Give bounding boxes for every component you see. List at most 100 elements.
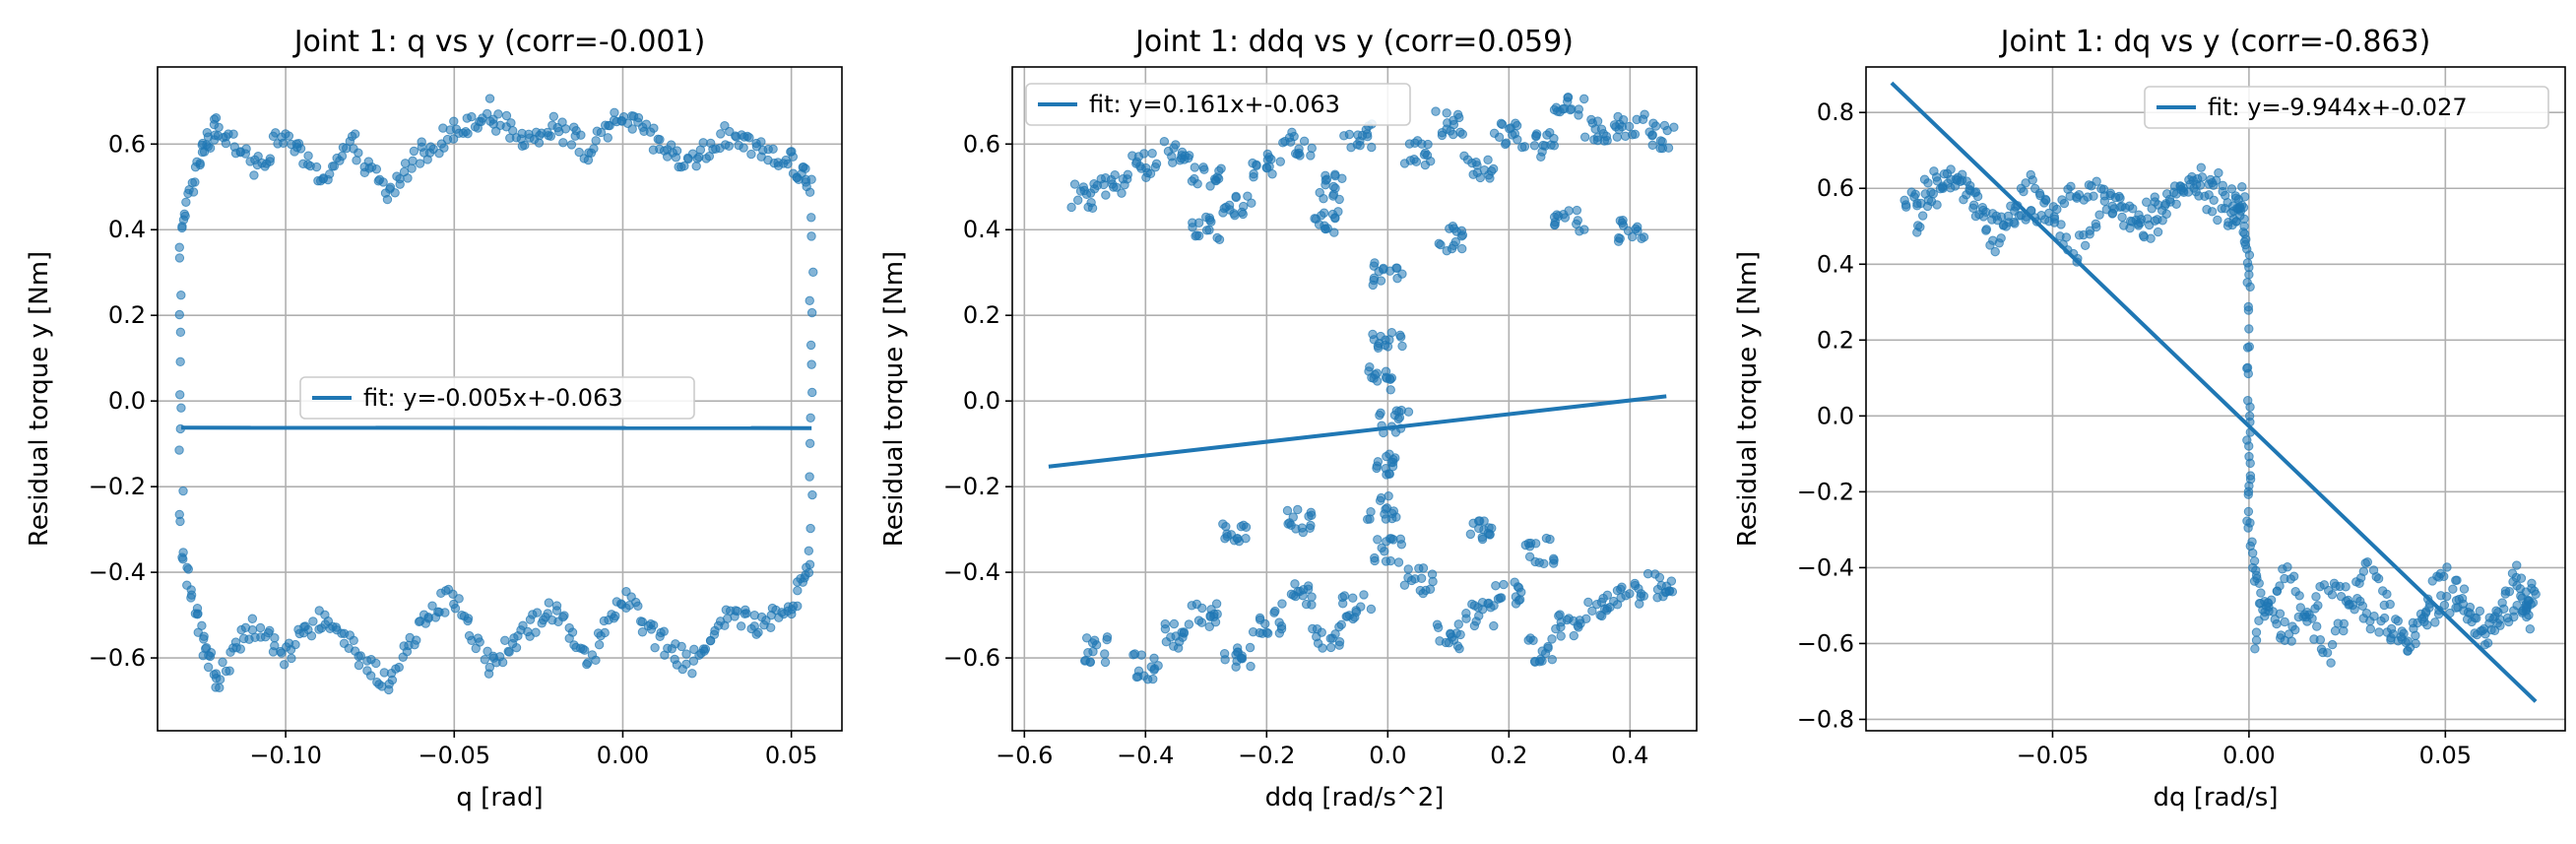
data-point	[2411, 630, 2420, 641]
data-point	[1996, 233, 2006, 243]
data-point	[2362, 557, 2373, 567]
data-point	[2439, 600, 2450, 611]
data-point	[2235, 211, 2245, 221]
data-point	[1910, 189, 1920, 200]
y-tick-label: −0.2	[1797, 478, 1854, 505]
data-point	[627, 124, 637, 134]
data-point	[1450, 236, 1460, 247]
data-point	[1151, 159, 1162, 169]
data-point	[378, 177, 388, 187]
data-point	[591, 136, 601, 146]
data-point	[2358, 566, 2369, 577]
y-tick-label: −0.4	[943, 558, 1000, 586]
data-point	[1623, 226, 1634, 236]
data-point	[1184, 619, 1194, 629]
data-point	[2382, 589, 2392, 600]
data-point	[1487, 523, 1497, 534]
data-point	[1469, 601, 1480, 611]
chart-title: Joint 1: q vs y (corr=-0.001)	[292, 25, 706, 59]
data-point	[1179, 627, 1189, 637]
y-tick-label: −0.2	[89, 473, 146, 500]
data-point	[1612, 132, 1623, 142]
data-point	[1399, 580, 1410, 590]
data-point	[394, 662, 404, 673]
data-point	[371, 658, 381, 669]
data-point	[176, 291, 186, 300]
data-point	[265, 154, 276, 163]
data-point	[2243, 506, 2254, 517]
data-point	[1488, 163, 1499, 174]
data-point	[1445, 224, 1454, 233]
data-point	[1616, 584, 1626, 595]
data-point	[2311, 592, 2321, 602]
data-point	[1212, 232, 1222, 243]
data-point	[1149, 665, 1159, 676]
data-point	[1231, 192, 1241, 203]
data-point	[2094, 210, 2104, 220]
y-tick-label: 0.4	[108, 216, 146, 243]
data-point	[1453, 619, 1463, 629]
data-point	[1359, 590, 1369, 600]
data-point	[1338, 599, 1348, 609]
data-point	[2195, 180, 2206, 190]
data-point	[197, 620, 207, 631]
y-tick-label: 0.2	[108, 301, 146, 329]
data-point	[610, 107, 619, 117]
data-point	[1638, 114, 1648, 124]
data-point	[788, 152, 799, 162]
data-point	[1422, 151, 1433, 161]
data-point	[1287, 127, 1297, 138]
data-point	[2531, 589, 2541, 600]
data-point	[807, 489, 817, 500]
data-point	[1998, 221, 2009, 230]
data-point	[806, 231, 816, 241]
data-point	[1320, 224, 1330, 234]
data-point	[1128, 650, 1138, 660]
data-point	[2475, 606, 2485, 617]
data-point	[1485, 173, 1495, 183]
data-point	[2213, 215, 2222, 226]
data-point	[2028, 175, 2037, 185]
data-point	[1366, 604, 1377, 615]
data-point	[1625, 589, 1635, 599]
data-point	[2245, 402, 2255, 412]
data-point	[2339, 618, 2349, 629]
data-point	[1631, 224, 1641, 234]
data-point	[390, 188, 400, 198]
data-point	[1245, 642, 1256, 653]
x-tick-label: 0.0	[1369, 742, 1406, 769]
legend-label: fit: y=0.161x+-0.063	[1089, 91, 1340, 118]
data-point	[768, 144, 778, 155]
data-point	[1389, 410, 1400, 421]
data-point	[497, 657, 508, 668]
fit-line	[1048, 394, 1667, 469]
data-point	[1549, 104, 1560, 115]
data-point	[1261, 627, 1272, 637]
data-point	[1336, 619, 1346, 630]
data-point	[1409, 155, 1419, 164]
data-point	[1171, 631, 1181, 641]
data-point	[1928, 189, 1939, 199]
y-tick-label: −0.6	[1797, 629, 1854, 657]
data-point	[1981, 225, 1992, 234]
y-tick-label: −0.6	[943, 644, 1000, 672]
data-point	[1901, 202, 1911, 212]
data-point	[1396, 405, 1406, 416]
data-point	[1437, 127, 1448, 138]
data-point	[1149, 653, 1159, 664]
data-point	[1491, 581, 1501, 591]
data-point	[2197, 172, 2208, 182]
data-point	[500, 635, 510, 645]
fit-line	[1890, 81, 2538, 703]
data-point	[2059, 198, 2070, 209]
data-point	[1563, 93, 1573, 102]
data-point	[1505, 124, 1514, 134]
data-point	[2369, 611, 2379, 621]
data-point	[2092, 176, 2101, 186]
data-point	[1637, 233, 1646, 244]
data-point	[2495, 615, 2505, 624]
data-point	[739, 143, 748, 153]
data-point	[1086, 197, 1096, 208]
data-point	[596, 127, 607, 138]
data-point	[1513, 595, 1524, 606]
